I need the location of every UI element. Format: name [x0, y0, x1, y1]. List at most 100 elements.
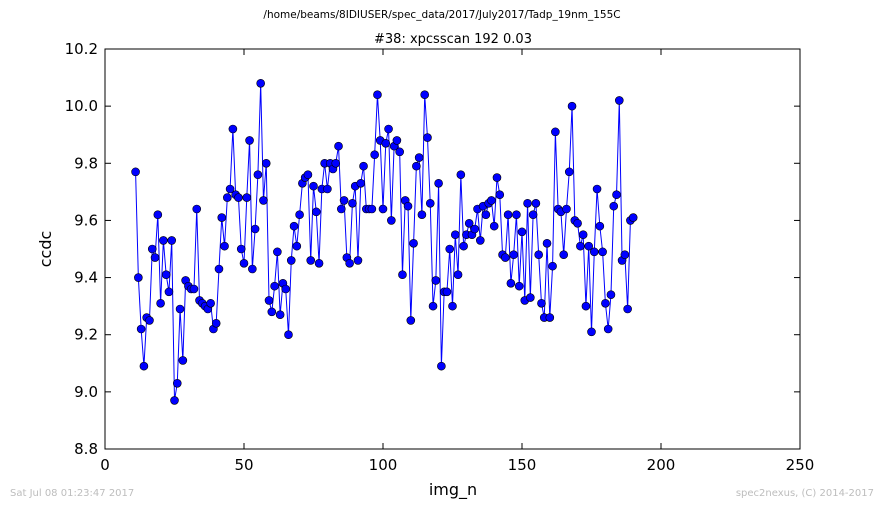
data-point [136, 324, 146, 334]
data-point [409, 238, 418, 248]
data-point [475, 236, 485, 245]
data-point [573, 218, 582, 228]
data-point [514, 281, 524, 291]
data-point [381, 138, 391, 148]
data-point [359, 161, 368, 171]
data-point [331, 158, 341, 168]
data-point [589, 247, 599, 257]
data-point [353, 256, 363, 265]
data-point [348, 198, 357, 208]
chart-title: #38: xpcsscan 192 0.03 [374, 32, 532, 47]
data-point [464, 218, 474, 228]
data-point [175, 304, 185, 314]
data-point [306, 256, 316, 265]
data-point [398, 270, 407, 280]
data-point [495, 190, 505, 200]
y-tick-label: 9.2 [74, 326, 98, 344]
data-point [156, 298, 165, 308]
data-point [161, 270, 171, 280]
data-point [548, 261, 557, 271]
data-point [234, 193, 243, 202]
data-point [284, 330, 293, 340]
y-tick-label: 8.8 [74, 440, 98, 458]
data-point [517, 227, 527, 237]
data-point [606, 290, 616, 300]
data-point [211, 318, 221, 328]
data-point [459, 241, 468, 251]
data-point [131, 167, 140, 177]
data-point [609, 201, 619, 211]
data-point [339, 196, 349, 205]
data-point [245, 136, 254, 145]
data-point [206, 298, 215, 308]
series-line [135, 83, 634, 401]
data-point [526, 293, 535, 302]
series-layer [131, 78, 638, 405]
data-point [178, 356, 188, 365]
data-point [223, 193, 232, 202]
data-point [531, 198, 541, 208]
data-point [225, 184, 235, 194]
y-tick-label: 9.6 [74, 211, 98, 229]
data-point [214, 264, 224, 274]
data-point [250, 224, 260, 234]
data-point [145, 316, 154, 325]
data-point [192, 204, 202, 214]
data-point [139, 361, 149, 371]
data-point [289, 221, 299, 231]
y-tick-label: 10.2 [65, 40, 98, 58]
data-point [412, 161, 421, 171]
data-point [292, 241, 302, 251]
data-point [534, 250, 543, 260]
data-point [489, 221, 499, 231]
data-point [442, 287, 452, 297]
data-point [311, 207, 321, 217]
data-point [487, 196, 496, 205]
data-point [309, 181, 318, 191]
data-point [378, 204, 388, 214]
data-point [603, 324, 613, 334]
data-point [395, 147, 404, 157]
data-point [384, 124, 393, 134]
data-point [414, 153, 424, 162]
x-tick-label: 100 [369, 456, 398, 474]
data-point [189, 284, 199, 294]
data-point [228, 124, 238, 134]
data-point [236, 244, 246, 254]
data-point [286, 256, 296, 265]
data-point [264, 296, 274, 305]
data-point [159, 236, 168, 245]
data-point [267, 307, 277, 317]
data-point [428, 301, 438, 311]
y-axis-label: ccdc [36, 231, 55, 268]
data-point [345, 258, 354, 268]
plot-frame [104, 48, 801, 450]
data-point [423, 133, 432, 142]
data-point [601, 298, 610, 308]
data-point [425, 198, 435, 208]
data-point [420, 90, 430, 100]
data-point [559, 250, 569, 260]
x-tick-label: 200 [647, 456, 676, 474]
data-point [356, 178, 366, 188]
data-point [242, 193, 252, 202]
data-point [370, 150, 379, 160]
data-point [445, 244, 455, 254]
data-point [170, 396, 179, 405]
data-point [551, 127, 560, 137]
data-point [578, 230, 588, 240]
data-point [334, 141, 343, 151]
data-point [303, 170, 313, 180]
data-point [239, 258, 249, 268]
data-point [453, 270, 463, 280]
x-tick-label: 250 [786, 456, 815, 474]
data-point [217, 213, 227, 222]
data-point [537, 298, 546, 308]
data-point [545, 313, 555, 322]
footer-timestamp: Sat Jul 08 01:23:47 2017 [10, 488, 135, 499]
data-point [431, 276, 441, 285]
data-point [150, 253, 160, 262]
data-point [248, 264, 257, 274]
data-point [437, 361, 446, 371]
x-tick-label: 0 [100, 456, 110, 474]
